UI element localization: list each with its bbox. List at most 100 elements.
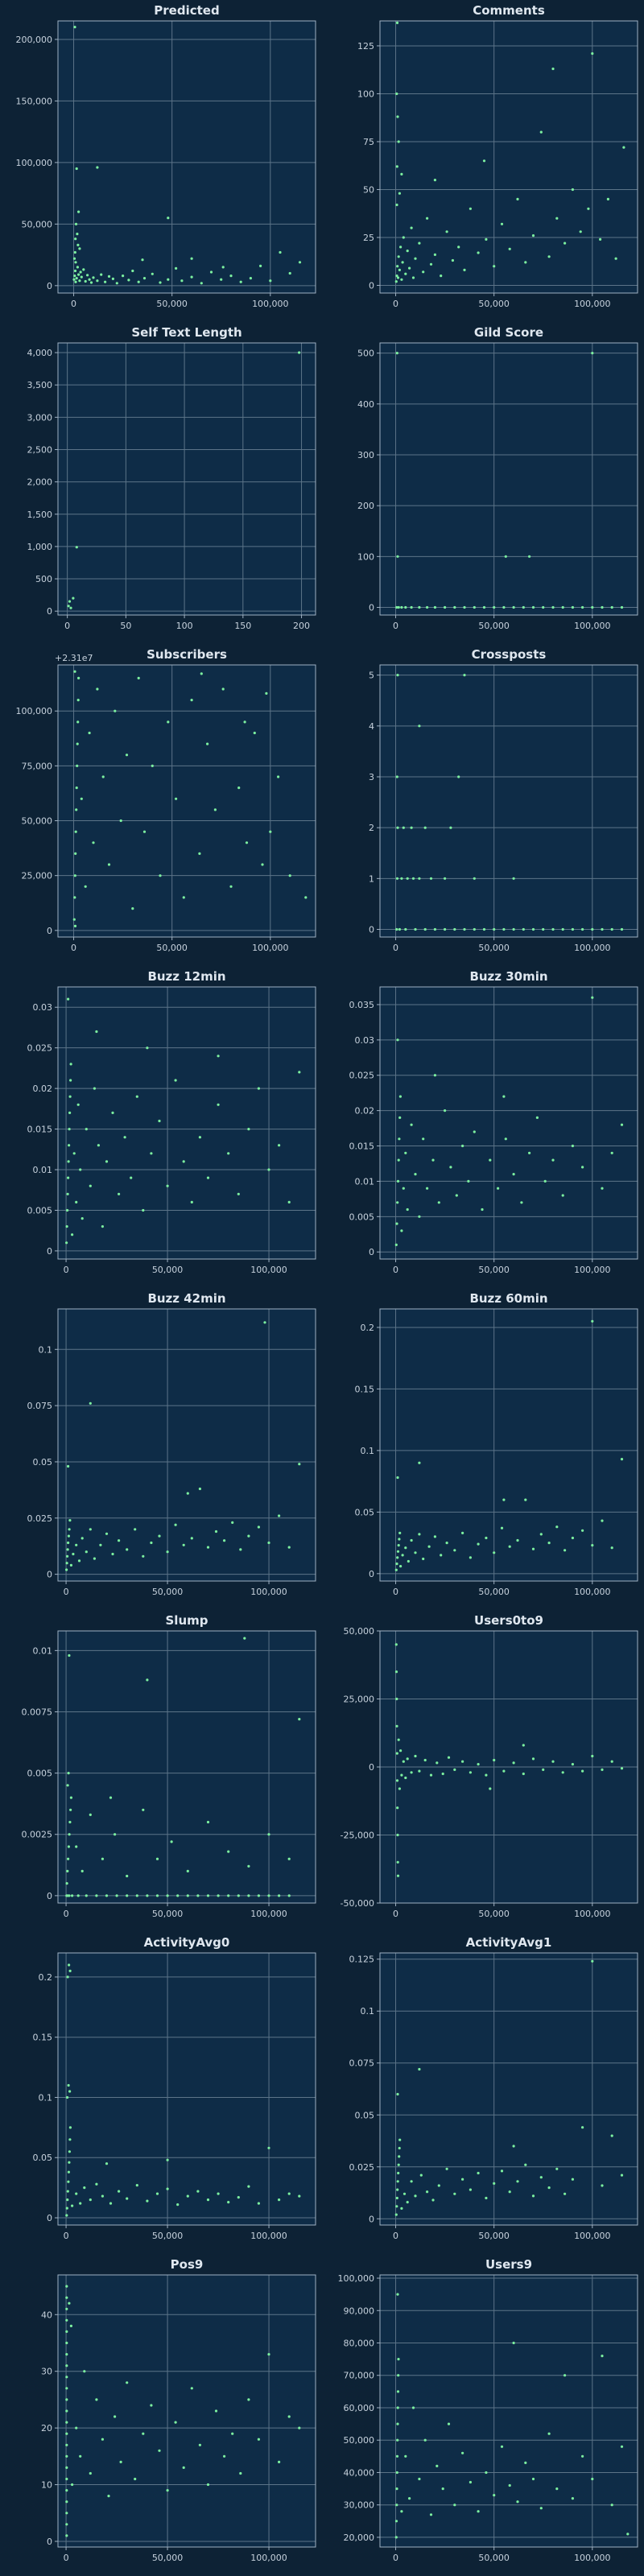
y-tick-label: 0.03 — [33, 1002, 53, 1013]
data-point — [396, 826, 399, 829]
data-point — [398, 1116, 402, 1119]
x-tick-label: 0 — [64, 2231, 69, 2241]
data-point — [396, 1806, 399, 1810]
data-point — [512, 605, 515, 609]
data-point — [65, 2330, 68, 2333]
y-tick-label: 0.05 — [355, 2110, 375, 2120]
plot-frame — [57, 1952, 316, 2226]
data-point — [620, 2445, 624, 2448]
data-point — [406, 1757, 409, 1761]
y-tick-label: 3 — [369, 772, 374, 782]
data-point — [75, 546, 78, 549]
data-point — [493, 927, 496, 931]
data-point — [206, 2198, 210, 2202]
data-point — [404, 1776, 407, 1780]
data-point — [159, 874, 162, 877]
data-point — [402, 1760, 405, 1763]
data-point — [404, 927, 407, 931]
data-point — [414, 1551, 417, 1554]
plot-frame — [57, 342, 316, 616]
data-point — [298, 1071, 301, 1074]
data-point — [520, 1201, 523, 1204]
data-point — [401, 1554, 404, 1557]
scatter-panel: Users0to9 0 50,000 100,000 -50,000 -25,000 0 25… — [322, 1610, 644, 1932]
data-point — [581, 1769, 584, 1773]
data-point — [397, 2358, 400, 2361]
data-point — [65, 2296, 68, 2299]
data-point — [265, 691, 268, 695]
data-point — [571, 927, 574, 931]
data-point — [198, 1487, 201, 1491]
data-point — [404, 605, 407, 609]
data-point — [502, 1498, 506, 1501]
data-point — [97, 1144, 100, 1147]
y-tick-label: 10 — [41, 2480, 52, 2491]
data-point — [485, 2471, 488, 2475]
scatter-panel: Buzz 30min 0 50,000 100,000 0 0.005 0.01 0.015 0… — [322, 966, 644, 1288]
data-point — [394, 1643, 398, 1646]
data-point — [508, 2483, 511, 2487]
data-point — [155, 1894, 159, 1897]
data-point — [74, 830, 77, 833]
data-point — [65, 2477, 68, 2481]
x-tick-label: 50,000 — [156, 299, 188, 309]
data-point — [579, 230, 582, 233]
x-tick-label: 50,000 — [478, 1909, 510, 1919]
data-point — [402, 1187, 405, 1190]
chart-title: Subscribers — [147, 647, 227, 662]
x-tick-label: 0 — [64, 1587, 69, 1597]
x-tick-label: 100,000 — [250, 1265, 287, 1275]
data-point — [68, 1528, 71, 1531]
data-point — [105, 1532, 109, 1535]
data-point — [85, 1128, 88, 1131]
data-point — [539, 1533, 543, 1536]
data-point — [410, 605, 413, 609]
x-tick-label: 0 — [393, 2231, 398, 2241]
data-point — [394, 2520, 398, 2523]
data-point — [65, 1562, 68, 1565]
data-point — [134, 2477, 137, 2481]
data-point — [95, 1030, 98, 1034]
data-point — [158, 1119, 161, 1123]
data-point — [406, 1208, 409, 1212]
data-point — [227, 2201, 230, 2204]
data-point — [175, 797, 178, 800]
x-tick-label: 0 — [393, 621, 398, 631]
data-point — [485, 2196, 488, 2200]
data-point — [190, 275, 193, 279]
data-point — [166, 2158, 169, 2161]
data-point — [396, 674, 399, 677]
data-point — [88, 731, 91, 735]
data-point — [105, 1894, 109, 1897]
data-point — [414, 1754, 417, 1758]
data-point — [571, 188, 574, 192]
x-tick-label: 0 — [71, 299, 76, 309]
y-tick-label: 4 — [369, 721, 374, 732]
data-point — [65, 2512, 68, 2515]
data-point — [482, 605, 486, 609]
data-point — [410, 1123, 413, 1126]
data-point — [423, 927, 427, 931]
data-point — [89, 1402, 92, 1405]
data-point — [395, 2196, 398, 2200]
data-point — [101, 775, 105, 778]
data-point — [78, 247, 81, 250]
data-point — [190, 699, 193, 702]
y-tick-label: -50,000 — [341, 1898, 374, 1909]
data-point — [531, 927, 535, 931]
scatter-plot: ActivityAvg0 0 50,000 100,000 0 0.05 0.1 0.15 0.… — [33, 1935, 316, 2241]
data-point — [76, 742, 79, 745]
data-point — [298, 1463, 301, 1466]
y-tick-label: 0.03 — [355, 1035, 375, 1046]
data-point — [397, 2374, 400, 2377]
data-point — [601, 2355, 604, 2358]
data-point — [182, 2466, 185, 2469]
data-point — [440, 275, 443, 278]
y-tick-label: 0 — [47, 1246, 52, 1257]
scatter-panel: Predicted 0 50,000 100,000 0 50,000 100,000 150… — [0, 0, 322, 322]
data-point — [209, 270, 213, 274]
data-point — [551, 605, 555, 609]
data-point — [71, 2483, 74, 2487]
data-point — [174, 1079, 177, 1082]
